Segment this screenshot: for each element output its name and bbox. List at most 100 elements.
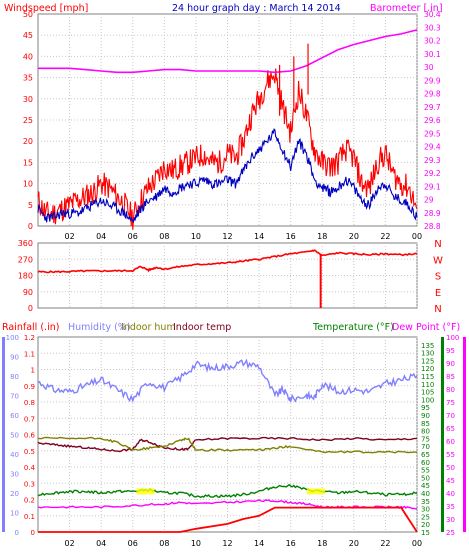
dewpoint-tick-label: 65 bbox=[446, 425, 455, 433]
humidity-series-line bbox=[37, 358, 418, 403]
climate-x-tick-label: 22 bbox=[380, 539, 390, 548]
windspeed-tick-label: 0 bbox=[28, 222, 33, 231]
wind-x-tick-label: 12 bbox=[222, 232, 232, 241]
dewpoint-tick-label: 35 bbox=[446, 503, 455, 511]
humidity-tick-label: 100 bbox=[6, 334, 19, 342]
barometer-tick-label: 28.9 bbox=[424, 209, 441, 218]
barometer-tick-label: 29.9 bbox=[424, 76, 441, 85]
rain-tick-label: 1 bbox=[31, 367, 35, 375]
barometer-tick-label: 30 bbox=[424, 63, 434, 72]
wind-x-tick-label: 10 bbox=[191, 232, 201, 241]
dewpoint-tick-label: 45 bbox=[446, 477, 455, 485]
windspeed-tick-label: 50 bbox=[23, 10, 33, 19]
rain-tick-label: 0.4 bbox=[24, 464, 36, 472]
wind-x-tick-label: 22 bbox=[380, 232, 390, 241]
temperature-tick-label: 65 bbox=[421, 451, 430, 459]
climate-x-tick-label: 18 bbox=[317, 539, 327, 548]
dewpoint-tick-label: 70 bbox=[446, 412, 455, 420]
barometer-tick-label: 29 bbox=[424, 196, 434, 205]
temperature-tick-label: 130 bbox=[421, 350, 434, 358]
wind-barometer-panel: Windspeed [mph] 24 hour graph day : March… bbox=[4, 3, 443, 241]
temperature-tick-label: 110 bbox=[421, 381, 434, 389]
dewpoint-tick-label: 95 bbox=[446, 347, 455, 355]
humidity-tick-label: 20 bbox=[10, 490, 19, 498]
barometer-tick-label: 28.8 bbox=[424, 222, 441, 231]
wind-x-tick-label: 14 bbox=[254, 232, 264, 241]
temperature-tick-label: 100 bbox=[421, 396, 434, 404]
solar-marker bbox=[306, 488, 325, 495]
wind-x-tick-label: 08 bbox=[159, 232, 169, 241]
temperature-tick-label: 105 bbox=[421, 389, 434, 397]
climate-x-tick-label: 16 bbox=[286, 539, 296, 548]
direction-tick-label: 270 bbox=[18, 255, 33, 264]
temperature-axis-bar bbox=[441, 337, 444, 532]
windspeed-tick-label: 25 bbox=[23, 116, 33, 125]
compass-label: N bbox=[434, 239, 441, 250]
compass-label: N bbox=[434, 304, 441, 315]
temperature-tick-label: 95 bbox=[421, 404, 430, 412]
rain-tick-label: 0.5 bbox=[24, 448, 35, 456]
humidity-tick-label: 50 bbox=[10, 432, 19, 440]
rain-humidity-temperature-panel: Rainfall (.in) Humidity (%)Indoor humIndo… bbox=[2, 322, 466, 548]
temperature-tick-label: 60 bbox=[421, 459, 430, 467]
climate-x-tick-label: 10 bbox=[191, 539, 201, 548]
temperature-tick-label: 20 bbox=[421, 521, 430, 529]
temperature-tick-label: 85 bbox=[421, 420, 430, 428]
barometer-tick-label: 30.1 bbox=[424, 50, 441, 59]
climate-x-tick-label: 00 bbox=[412, 539, 422, 548]
windspeed-tick-label: 20 bbox=[23, 137, 33, 146]
wind-x-tick-label: 06 bbox=[128, 232, 138, 241]
humidity-tick-label: 0 bbox=[15, 529, 19, 537]
temperature-tick-label: 50 bbox=[421, 474, 430, 482]
temperature-tick-label: 135 bbox=[421, 342, 434, 350]
temperature-tick-label: 45 bbox=[421, 482, 430, 490]
humidity-tick-label: 60 bbox=[10, 412, 19, 420]
barometer-tick-label: 29.8 bbox=[424, 90, 441, 99]
compass-label: S bbox=[435, 272, 441, 283]
rain-tick-label: 0.9 bbox=[24, 383, 35, 391]
dewpoint-tick-label: 100 bbox=[446, 334, 459, 342]
rain-tick-label: 0.3 bbox=[24, 480, 35, 488]
temperature-tick-label: 90 bbox=[421, 412, 430, 420]
barometer-tick-label: 30.4 bbox=[424, 10, 441, 19]
barometer-series-line bbox=[38, 29, 418, 74]
dewpoint-tick-label: 30 bbox=[446, 516, 455, 524]
legend-rainfall: Rainfall (.in) bbox=[2, 322, 59, 333]
barometer-tick-label: 30.3 bbox=[424, 23, 441, 32]
compass-label: W bbox=[433, 255, 443, 266]
climate-x-tick-label: 06 bbox=[128, 539, 138, 548]
barometer-tick-label: 29.5 bbox=[424, 129, 441, 138]
rainfall-series-line bbox=[38, 506, 418, 533]
dewpoint-tick-label: 40 bbox=[446, 490, 455, 498]
humidity-tick-label: 70 bbox=[10, 393, 19, 401]
dewpoint-tick-label: 75 bbox=[446, 399, 455, 407]
temperature-tick-label: 40 bbox=[421, 490, 430, 498]
barometer-axis-label: Barometer [.in] bbox=[370, 3, 443, 14]
rain-tick-label: 1.1 bbox=[24, 350, 35, 358]
dewpoint-tick-label: 90 bbox=[446, 360, 455, 368]
solar-marker bbox=[136, 488, 155, 495]
climate-x-tick-label: 04 bbox=[96, 539, 106, 548]
gust-series-line bbox=[37, 68, 418, 230]
indoor_temp-series-line bbox=[37, 436, 418, 453]
barometer-tick-label: 29.4 bbox=[424, 143, 441, 152]
windspeed-tick-label: 30 bbox=[23, 95, 33, 104]
legend-indoor-temp: Indoor temp bbox=[173, 322, 231, 333]
direction-tick-label: 180 bbox=[18, 272, 33, 281]
legend-indoor-hum: Indoor hum bbox=[121, 322, 176, 333]
humidity-tick-label: 30 bbox=[10, 471, 19, 479]
rain-tick-label: 0.1 bbox=[24, 513, 35, 521]
temperature-tick-label: 35 bbox=[421, 498, 430, 506]
dewpoint-tick-label: 60 bbox=[446, 438, 455, 446]
climate-x-tick-label: 08 bbox=[159, 539, 169, 548]
rain-tick-label: 0.8 bbox=[24, 399, 35, 407]
humidity-tick-label: 40 bbox=[10, 451, 19, 459]
dewpoint-tick-label: 50 bbox=[446, 464, 455, 472]
indoor_hum-series-line bbox=[37, 436, 417, 454]
direction-tick-label: 360 bbox=[18, 239, 33, 248]
barometer-tick-label: 29.1 bbox=[424, 182, 441, 191]
wind-x-tick-label: 02 bbox=[64, 232, 74, 241]
temperature-tick-label: 120 bbox=[421, 365, 434, 373]
